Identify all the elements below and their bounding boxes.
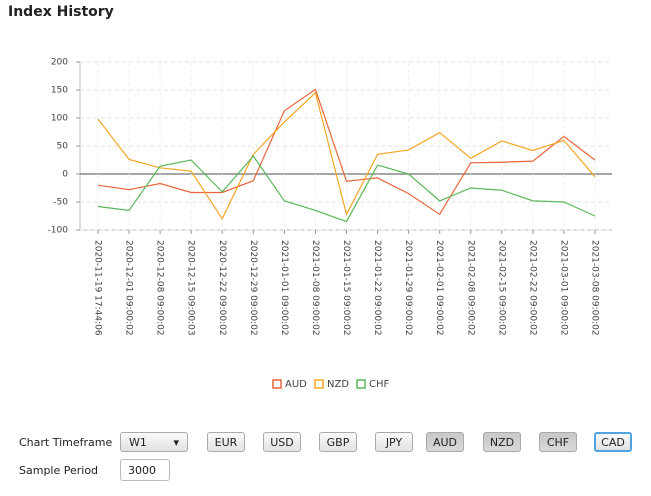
- x-tick-label: 2020-12-29 09:00:02: [248, 240, 258, 336]
- y-tick-label: 50: [57, 142, 69, 152]
- legend-label: AUD: [285, 379, 307, 390]
- legend-swatch: [314, 379, 324, 389]
- currency-button[interactable]: GBP: [319, 432, 357, 452]
- x-tick-label: 2021-02-01 09:00:02: [434, 240, 444, 336]
- legend-swatch: [272, 379, 282, 389]
- x-tick-label: 2020-11-19 17:44:06: [93, 240, 103, 336]
- timeframe-select[interactable]: W1 ▾: [120, 432, 188, 452]
- x-tick-label: 2020-12-08 09:00:02: [155, 240, 165, 336]
- sample-period-input[interactable]: 3000: [120, 459, 170, 481]
- x-tick-label: 2020-12-22 09:00:02: [217, 240, 227, 336]
- currency-button[interactable]: JPY: [375, 432, 413, 452]
- x-tick-label: 2021-01-15 09:00:02: [341, 240, 351, 336]
- currency-button[interactable]: USD: [263, 432, 301, 452]
- y-tick-label: 100: [51, 114, 68, 124]
- y-tick-label: 150: [51, 86, 68, 96]
- legend-label: CHF: [369, 379, 390, 390]
- series-line: [97, 91, 596, 221]
- x-tick-label: 2021-02-15 09:00:02: [496, 240, 506, 336]
- series-line: [97, 88, 596, 216]
- x-tick-label: 2021-03-01 09:00:02: [558, 240, 568, 336]
- dropdown-arrow: ▾: [173, 435, 179, 449]
- currency-button[interactable]: CAD: [594, 432, 632, 452]
- timeframe-value: W1: [129, 435, 147, 449]
- chart: Index History -100 -50 0 50 100 150 200 2020-11…: [8, 4, 612, 390]
- currency-button[interactable]: CHF: [539, 432, 577, 452]
- x-tick-label: 2021-01-22 09:00:02: [372, 240, 382, 336]
- x-tick-label: 2020-12-01 09:00:02: [124, 240, 134, 336]
- x-tick-label: 2021-01-01 09:00:02: [279, 240, 289, 336]
- currency-button[interactable]: EUR: [207, 432, 245, 452]
- x-tick-label: 2021-01-29 09:00:02: [403, 240, 413, 336]
- x-tick-label: 2020-12-15 09:00:03: [186, 240, 196, 336]
- y-tick-label: -50: [53, 198, 68, 208]
- x-tick-label: 2021-03-08 09:00:02: [590, 240, 600, 336]
- page-title: Index History: [8, 4, 114, 20]
- legend-label: NZD: [327, 379, 349, 390]
- x-tick-label: 2021-01-08 09:00:02: [310, 240, 320, 336]
- y-tick-label: 0: [62, 170, 68, 180]
- x-tick-label: 2021-02-08 09:00:02: [465, 240, 475, 336]
- timeframe-label: Chart Timeframe: [19, 436, 113, 449]
- y-tick-label: 200: [51, 58, 68, 68]
- sample-period-label: Sample Period: [19, 464, 99, 477]
- series-line: [97, 155, 596, 223]
- currency-button[interactable]: AUD: [426, 432, 464, 452]
- legend-swatch: [356, 379, 366, 389]
- x-tick-label: 2021-02-22 09:00:02: [527, 240, 537, 336]
- currency-button[interactable]: NZD: [483, 432, 521, 452]
- y-tick-label: -100: [48, 226, 69, 236]
